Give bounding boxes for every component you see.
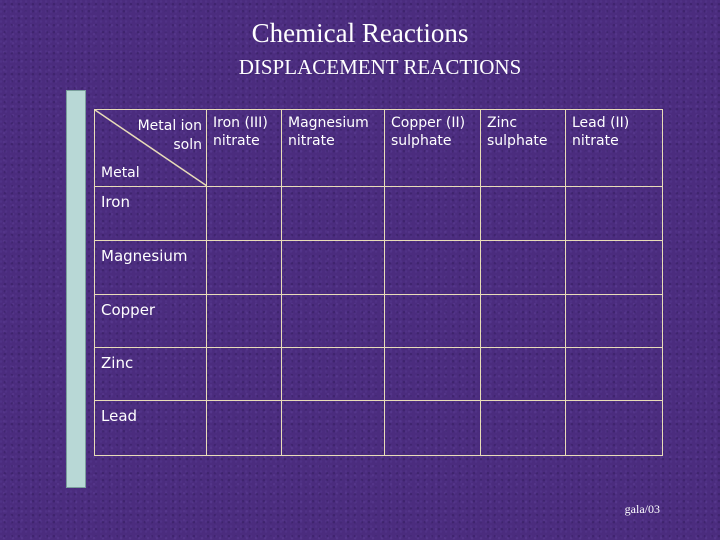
table-cell xyxy=(384,347,481,401)
table-header-row: Metal ion soln Metal Iron (III) nitrate … xyxy=(94,109,663,187)
column-header-label: Copper (II) sulphate xyxy=(391,115,466,149)
corner-label-metal: Metal xyxy=(101,165,140,181)
table-cell xyxy=(281,240,385,295)
column-header-zinc-sulphate: Zinc sulphate xyxy=(480,109,566,187)
column-header-label: Magnesium nitrate xyxy=(288,115,369,149)
table-corner-cell: Metal ion soln Metal xyxy=(94,109,207,187)
table-cell xyxy=(480,240,566,295)
table-cell xyxy=(384,294,481,348)
table-cell xyxy=(206,347,282,401)
table-cell xyxy=(206,400,282,456)
table-row-zinc: Zinc xyxy=(94,347,663,401)
table-cell xyxy=(565,400,663,456)
column-header-label: Lead (II) nitrate xyxy=(572,115,630,149)
table-cell xyxy=(281,294,385,348)
table-cell xyxy=(384,186,481,241)
table-cell xyxy=(206,240,282,295)
corner-diagonal-line xyxy=(95,110,207,186)
table-cell xyxy=(384,400,481,456)
row-header-lead: Lead xyxy=(94,400,207,456)
footer-credit: gala/03 xyxy=(624,502,660,516)
table-cell xyxy=(480,400,566,456)
table-cell xyxy=(565,186,663,241)
table-cell xyxy=(565,240,663,295)
table-row-magnesium: Magnesium xyxy=(94,240,663,295)
table-cell xyxy=(281,400,385,456)
slide-subtitle: DISPLACEMENT REACTIONS xyxy=(238,55,522,79)
table-cell xyxy=(206,294,282,348)
displacement-table: Metal ion soln Metal Iron (III) nitrate … xyxy=(94,109,663,456)
table-row-lead: Lead xyxy=(94,400,663,456)
table-row-copper: Copper xyxy=(94,294,663,348)
row-header-copper: Copper xyxy=(94,294,207,348)
table-cell xyxy=(565,347,663,401)
row-label: Magnesium xyxy=(101,247,188,265)
row-label: Lead xyxy=(101,407,138,425)
row-header-iron: Iron xyxy=(94,186,207,241)
table-cell xyxy=(384,240,481,295)
table-cell xyxy=(281,347,385,401)
row-header-zinc: Zinc xyxy=(94,347,207,401)
row-label: Zinc xyxy=(101,354,134,372)
table-cell xyxy=(565,294,663,348)
column-header-label: Zinc sulphate xyxy=(487,115,548,149)
table-cell xyxy=(281,186,385,241)
column-header-label: Iron (III) nitrate xyxy=(213,115,268,149)
slide-title: Chemical Reactions xyxy=(251,18,469,48)
column-header-magnesium-nitrate: Magnesium nitrate xyxy=(281,109,385,187)
row-label: Copper xyxy=(101,301,156,319)
column-header-iron-iii-nitrate: Iron (III) nitrate xyxy=(206,109,282,187)
decorative-left-bar xyxy=(66,90,86,488)
table-cell xyxy=(480,186,566,241)
table-cell xyxy=(480,294,566,348)
column-header-lead-ii-nitrate: Lead (II) nitrate xyxy=(565,109,663,187)
column-header-copper-ii-sulphate: Copper (II) sulphate xyxy=(384,109,481,187)
row-label: Iron xyxy=(101,193,130,211)
corner-label-metal-ion-soln: Metal ion soln xyxy=(137,118,202,153)
row-header-magnesium: Magnesium xyxy=(94,240,207,295)
table-row-iron: Iron xyxy=(94,186,663,241)
table-cell xyxy=(206,186,282,241)
table-cell xyxy=(480,347,566,401)
